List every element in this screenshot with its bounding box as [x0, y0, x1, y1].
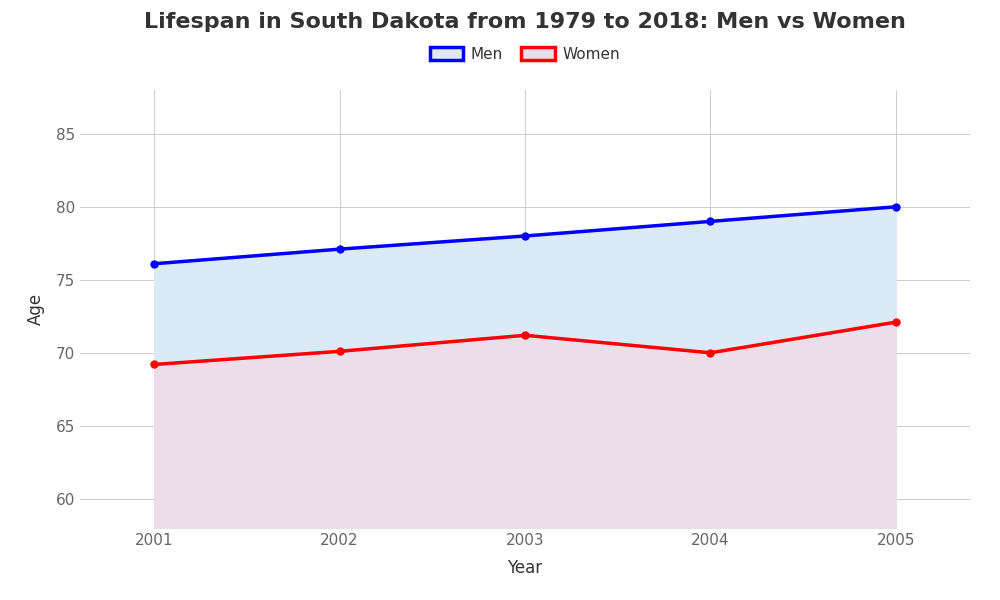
Legend: Men, Women: Men, Women: [424, 41, 626, 68]
Y-axis label: Age: Age: [27, 293, 45, 325]
X-axis label: Year: Year: [507, 559, 543, 577]
Title: Lifespan in South Dakota from 1979 to 2018: Men vs Women: Lifespan in South Dakota from 1979 to 20…: [144, 11, 906, 31]
